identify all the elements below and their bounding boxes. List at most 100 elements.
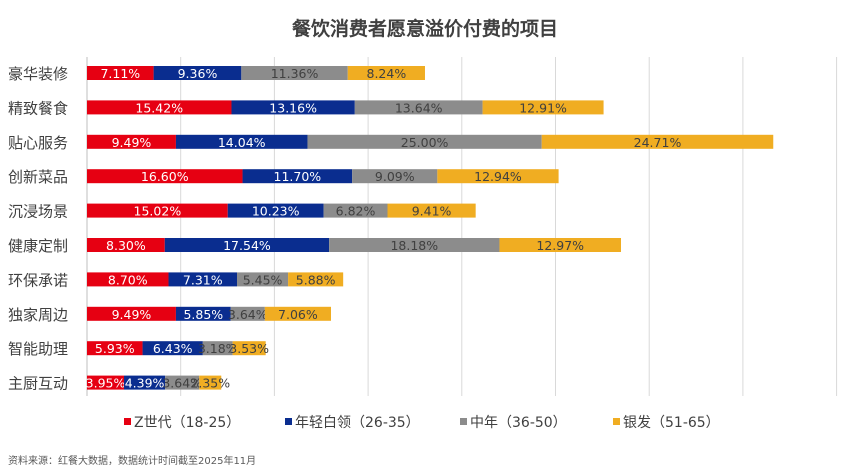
bar-segment — [307, 134, 542, 149]
category-label: 沉浸场景 — [8, 203, 68, 221]
category-label: 贴心服务 — [8, 134, 68, 152]
source-note: 资料来源：红餐大数据，数据统计时间截至2025年11月 — [8, 456, 257, 467]
data-label: 8.70% — [108, 272, 148, 287]
bar-segment — [347, 66, 425, 80]
bar-segment — [232, 341, 266, 356]
bar-segment — [87, 375, 125, 390]
chart-title: 餐饮消费者愿意溢价付费的项目 — [291, 18, 558, 40]
bar-segment — [264, 306, 331, 321]
category-label: 智能助理 — [8, 340, 68, 358]
data-label: 7.06% — [278, 307, 318, 322]
bar-segment — [165, 375, 200, 390]
bar-segment — [354, 100, 483, 115]
bar-segment — [230, 306, 265, 321]
data-label: 13.16% — [269, 100, 317, 115]
data-label: 3.95% — [86, 376, 126, 391]
bar-segment — [352, 169, 438, 184]
data-label: 9.36% — [178, 66, 218, 81]
category-label: 独家周边 — [8, 306, 68, 324]
bar-segment — [164, 238, 330, 252]
category-label: 环保承诺 — [8, 271, 68, 289]
legend-swatch — [460, 418, 467, 425]
category-label: 健康定制 — [8, 237, 68, 255]
data-label: 15.02% — [134, 204, 182, 219]
data-label: 3.53% — [229, 341, 269, 356]
data-label: 3.64% — [162, 376, 202, 391]
bar-segment — [142, 341, 203, 356]
bar-segment — [482, 100, 604, 115]
data-label: 15.42% — [135, 100, 183, 115]
bar-segment — [323, 203, 388, 218]
bar-segment — [175, 134, 308, 149]
data-label: 12.91% — [519, 100, 567, 115]
category-label: 创新菜品 — [8, 168, 68, 186]
bar-segment — [541, 134, 774, 149]
legend-label: 中年（36-50） — [470, 415, 567, 431]
data-label: 9.49% — [112, 135, 152, 150]
data-label: 8.24% — [367, 66, 407, 81]
bar-segment — [387, 203, 476, 218]
bar-segment — [199, 375, 222, 390]
data-label: 5.88% — [296, 272, 336, 287]
data-label: 18.18% — [390, 238, 438, 253]
category-label: 精致餐食 — [8, 99, 68, 117]
bar-segment — [87, 169, 243, 184]
data-label: 12.97% — [536, 238, 584, 253]
category-label: 豪华装修 — [8, 65, 68, 83]
data-label: 4.39% — [125, 376, 165, 391]
data-label: 2.35% — [190, 376, 230, 391]
data-label: 10.23% — [252, 204, 300, 219]
data-label: 16.60% — [141, 169, 189, 184]
data-label: 11.70% — [274, 169, 322, 184]
data-label: 25.00% — [401, 135, 449, 150]
bar-segment — [87, 66, 154, 80]
bar-segment — [329, 238, 500, 252]
bar-segment — [87, 203, 228, 218]
legend-swatch — [285, 418, 292, 425]
legend-swatch — [124, 418, 131, 425]
bar-segment — [87, 238, 165, 252]
legend-label: 银发（51-65） — [623, 415, 720, 431]
bar-segment — [87, 134, 176, 149]
legend-swatch — [613, 418, 620, 425]
data-label: 14.04% — [218, 135, 266, 150]
bar-segment — [87, 341, 143, 356]
data-label: 9.49% — [112, 307, 152, 322]
data-label: 12.94% — [474, 169, 522, 184]
data-label: 9.41% — [412, 204, 452, 219]
data-label: 6.82% — [336, 204, 376, 219]
category-label: 主厨互动 — [8, 375, 68, 393]
data-label: 13.64% — [395, 100, 443, 115]
bar-segment — [87, 100, 232, 115]
bar-segment — [499, 238, 621, 252]
bar-segment — [175, 306, 231, 321]
data-label: 9.09% — [375, 169, 415, 184]
data-label: 5.45% — [243, 272, 283, 287]
data-label: 8.30% — [106, 238, 146, 253]
data-label: 3.64% — [228, 307, 268, 322]
data-label: 3.18% — [198, 341, 238, 356]
bar-segment — [87, 306, 176, 321]
legend-label: Z世代（18-25） — [134, 415, 240, 431]
legend-label: 年轻白领（26-35） — [295, 415, 420, 431]
data-label: 5.93% — [95, 341, 135, 356]
bar-segment — [124, 375, 166, 390]
bar-segment — [241, 66, 348, 80]
data-label: 24.71% — [634, 135, 682, 150]
data-label: 17.54% — [223, 238, 271, 253]
bar-segment — [231, 100, 355, 115]
bar-segment — [168, 272, 238, 287]
data-label: 11.36% — [271, 66, 319, 81]
data-label: 7.11% — [100, 66, 140, 81]
bar-segment — [153, 66, 242, 80]
bar-segment — [202, 341, 233, 356]
bar-segment — [87, 272, 169, 287]
bar-segment — [237, 272, 289, 287]
bar-segment — [227, 203, 324, 218]
data-label: 5.85% — [183, 307, 223, 322]
data-label: 7.31% — [183, 272, 223, 287]
data-label: 6.43% — [153, 341, 193, 356]
bar-segment — [242, 169, 353, 184]
bar-segment — [437, 169, 559, 184]
